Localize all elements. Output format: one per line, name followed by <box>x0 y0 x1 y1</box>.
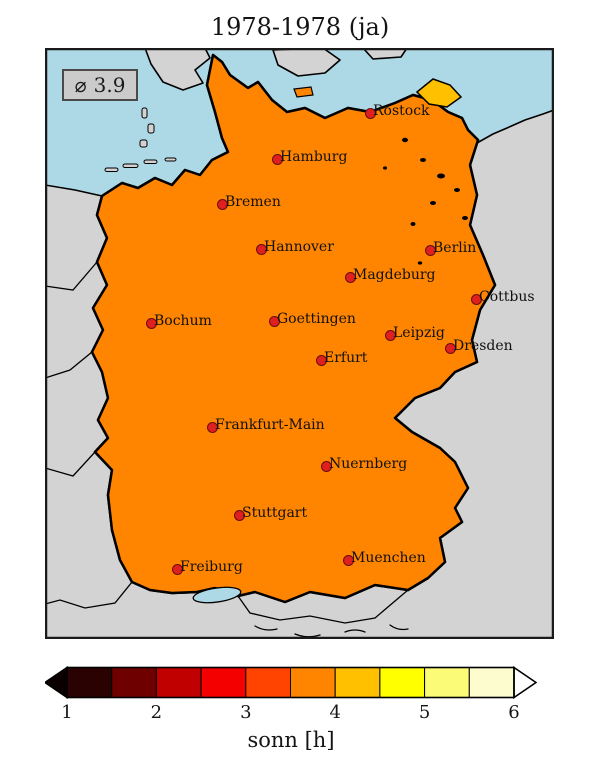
city-dot-icon <box>424 244 436 256</box>
lakes <box>383 137 468 265</box>
colorbar-segment <box>200 667 247 698</box>
map-frame <box>45 48 554 639</box>
colorbar-tick: 3 <box>240 702 252 723</box>
ruegen-island <box>415 78 463 108</box>
average-symbol: ⌀ <box>74 73 87 97</box>
city-dot-icon <box>206 421 218 433</box>
colorbar-tick: 4 <box>329 702 341 723</box>
average-badge: ⌀ 3.9 <box>62 69 138 101</box>
city-layer: Rostock Hamburg Bremen Hannover Berlin Magdeb… <box>45 48 554 639</box>
frisian-islands <box>104 107 177 172</box>
colorbar-bar <box>43 665 538 700</box>
city-label: Hannover <box>264 239 334 255</box>
city-label: Bochum <box>154 313 212 329</box>
city-dot-icon <box>470 293 482 305</box>
colorbar-tick: 6 <box>508 702 520 723</box>
colorbar-label: sonn [h] <box>247 728 335 752</box>
city-dot-icon <box>233 509 245 521</box>
map-canvas <box>45 48 554 639</box>
map-panel: ⌀ 3.9 Rostock Hamburg Bremen Hannover Berlin… <box>45 48 554 639</box>
city-label: Erfurt <box>324 350 368 366</box>
city-dot-icon <box>344 271 356 283</box>
city-dot-icon <box>364 107 376 119</box>
denmark-land <box>144 48 408 91</box>
colorbar: 1 2 3 4 5 6 sonn [h] <box>43 665 557 776</box>
city-label: Freiburg <box>180 559 243 575</box>
city-dot-icon <box>320 460 332 472</box>
colorbar-segment <box>290 667 336 698</box>
city-label: Frankfurt-Main <box>215 417 325 433</box>
bodensee-lake <box>192 586 242 604</box>
colorbar-segment <box>111 667 157 698</box>
city-label: Rostock <box>373 103 430 119</box>
colorbar-tick: 2 <box>150 702 163 723</box>
colorbar-segment <box>379 667 426 698</box>
colorbar-segment <box>334 667 381 698</box>
colorbar-under-arrow <box>43 665 68 700</box>
average-value: 3.9 <box>93 73 126 97</box>
city-dot-icon <box>342 554 354 566</box>
city-label: Cottbus <box>479 289 535 305</box>
colorbar-segment <box>468 667 515 698</box>
colorbar-segment <box>245 667 292 698</box>
colorbar-segment <box>155 667 202 698</box>
city-label: Goettingen <box>277 311 356 327</box>
city-dot-icon <box>315 354 327 366</box>
city-label: Hamburg <box>280 149 348 165</box>
city-dot-icon <box>268 315 280 327</box>
city-dot-icon <box>145 317 157 329</box>
city-label: Stuttgart <box>242 505 308 521</box>
city-label: Magdeburg <box>353 267 436 283</box>
city-dot-icon <box>444 342 456 354</box>
colorbar-segment <box>424 667 470 698</box>
city-label: Berlin <box>433 240 477 256</box>
city-label: Muenchen <box>351 550 426 566</box>
city-dot-icon <box>171 563 183 575</box>
colorbar-tick: 5 <box>418 702 431 723</box>
city-label: Leipzig <box>393 325 445 341</box>
city-dot-icon <box>216 198 228 210</box>
city-dot-icon <box>271 153 283 165</box>
city-label: Bremen <box>225 194 281 210</box>
fehmarn-island <box>293 86 314 98</box>
plot-title: 1978-1978 (ja) <box>210 13 390 41</box>
city-dot-icon <box>255 243 267 255</box>
city-label: Nuernberg <box>329 456 408 472</box>
city-dot-icon <box>384 329 396 341</box>
city-label: Dresden <box>453 338 513 354</box>
colorbar-segment <box>66 667 113 698</box>
colorbar-tick: 1 <box>61 702 73 723</box>
colorbar-over-arrow <box>513 665 538 700</box>
foreign-borders <box>45 261 409 638</box>
